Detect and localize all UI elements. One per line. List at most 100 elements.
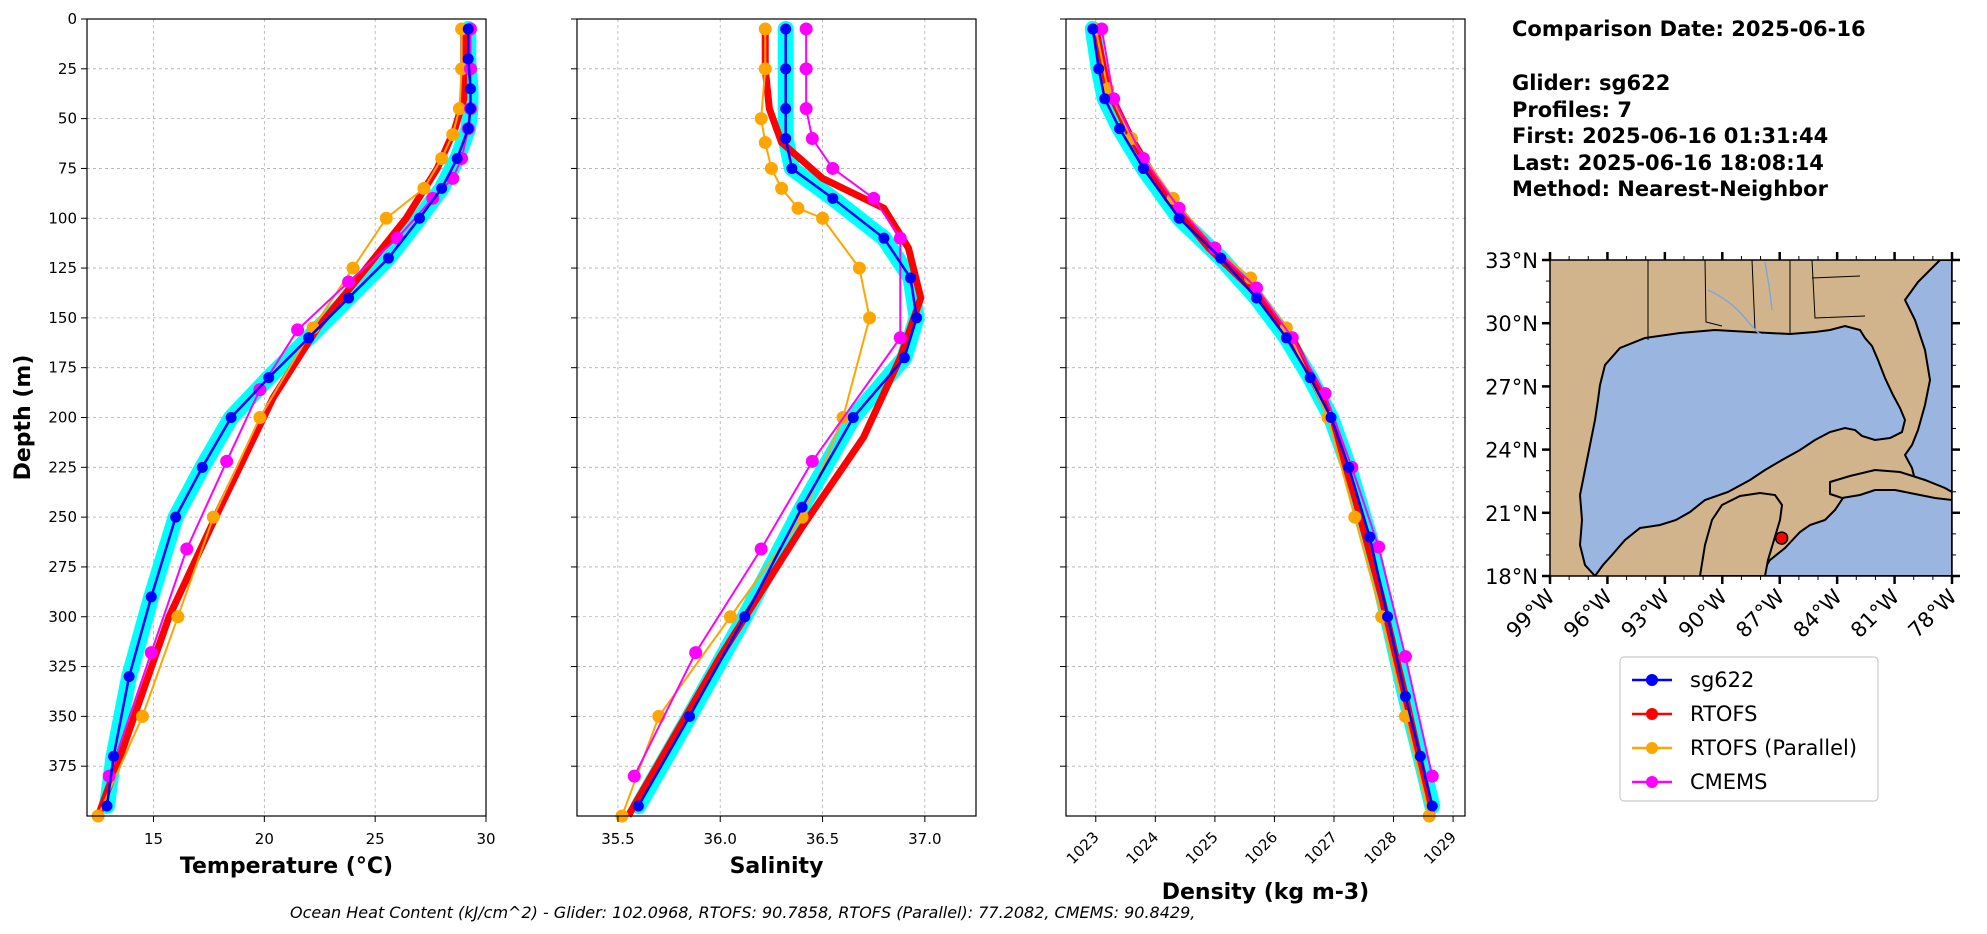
x-tick-label: 1023 xyxy=(1063,828,1103,868)
data-point xyxy=(1382,611,1394,623)
data-point xyxy=(632,800,644,812)
data-point xyxy=(689,646,703,660)
data-point xyxy=(291,323,305,337)
y-tick-label: 25 xyxy=(58,60,77,78)
glider-envelope xyxy=(1084,20,1441,815)
profiles-count: Profiles: 7 xyxy=(1512,98,1632,122)
data-point xyxy=(123,671,135,683)
series-line-rtofs xyxy=(94,28,468,818)
data-point xyxy=(1251,292,1263,304)
glider-name: Glider: sg622 xyxy=(1512,71,1670,95)
data-point xyxy=(905,272,917,284)
data-point xyxy=(1348,510,1362,524)
lon-tick-label: 84°W xyxy=(1789,584,1847,642)
legend-marker xyxy=(1646,742,1658,754)
data-point xyxy=(893,231,907,245)
data-point xyxy=(775,181,789,195)
data-point xyxy=(627,769,641,783)
x-tick-label: 30 xyxy=(476,830,495,848)
series-line-rtofs-parallel- xyxy=(621,28,871,817)
map-frame xyxy=(1549,259,1953,577)
x-tick-label: 1028 xyxy=(1361,828,1401,868)
data-point xyxy=(253,383,267,397)
data-point xyxy=(1304,372,1316,384)
data-point xyxy=(379,211,393,225)
data-point xyxy=(446,128,460,142)
x-tick-label: 36.0 xyxy=(704,830,737,848)
x-tick-label: 36.5 xyxy=(806,830,839,848)
data-point xyxy=(780,133,792,145)
comparison-date: Comparison Date: 2025-06-16 xyxy=(1512,17,1866,41)
gulf-of-mexico xyxy=(1578,324,1907,576)
x-tick-label: 20 xyxy=(255,830,274,848)
x-tick-label: 1025 xyxy=(1182,828,1222,868)
data-point xyxy=(108,750,120,762)
y-tick-label: 375 xyxy=(48,757,77,775)
data-point xyxy=(786,162,798,174)
y-tick-label: 200 xyxy=(48,409,77,427)
data-point xyxy=(1399,690,1411,702)
y-tick-label: 350 xyxy=(48,707,77,725)
data-point xyxy=(180,542,194,556)
data-point xyxy=(816,211,830,225)
data-point xyxy=(799,22,813,36)
series-line-cmems xyxy=(633,28,902,777)
data-point xyxy=(847,412,859,423)
data-point xyxy=(170,511,182,523)
data-point xyxy=(382,252,394,264)
legend-label: CMEMS xyxy=(1690,770,1768,794)
lon-tick-label: 87°W xyxy=(1731,584,1789,642)
series-line-cmems xyxy=(1100,28,1434,777)
y-tick-label: 0 xyxy=(67,10,77,28)
data-point xyxy=(1425,769,1439,783)
x-axis-label: Salinity xyxy=(730,854,824,879)
data-point xyxy=(462,53,474,65)
lat-tick-label: 18°N xyxy=(1485,565,1538,589)
data-point xyxy=(758,22,772,36)
lat-tick-label: 24°N xyxy=(1485,439,1538,463)
data-point xyxy=(893,331,907,345)
method: Method: Nearest-Neighbor xyxy=(1512,177,1829,201)
series-line-rtofs xyxy=(625,28,925,818)
data-point xyxy=(878,232,890,244)
y-tick-label: 250 xyxy=(48,508,77,526)
x-tick-label: 35.5 xyxy=(601,830,634,848)
state-borders xyxy=(1647,260,1866,340)
legend-marker xyxy=(1646,708,1658,720)
series-line-rtofs xyxy=(1092,28,1436,817)
data-point xyxy=(758,62,772,76)
lon-tick-label: 81°W xyxy=(1846,584,1904,642)
data-point xyxy=(1093,63,1105,75)
y-axis-label: Depth (m) xyxy=(11,355,36,481)
legend-label: sg622 xyxy=(1690,668,1754,692)
y-tick-label: 125 xyxy=(48,259,77,277)
data-point xyxy=(436,182,448,194)
data-point xyxy=(754,542,768,556)
data-point xyxy=(739,611,751,623)
data-point xyxy=(263,372,275,384)
data-point xyxy=(1137,162,1149,174)
lat-tick-label: 30°N xyxy=(1485,312,1538,336)
x-tick-label: 1027 xyxy=(1301,828,1341,868)
legend-label: RTOFS xyxy=(1690,702,1757,726)
data-point xyxy=(1426,800,1438,812)
series-line-rtofs-parallel- xyxy=(1094,28,1431,817)
data-point xyxy=(723,610,737,624)
data-point xyxy=(1372,540,1386,554)
data-point xyxy=(1325,412,1337,423)
y-tick-label: 175 xyxy=(48,359,77,377)
lon-tick-label: 90°W xyxy=(1674,584,1732,642)
river xyxy=(1707,289,1761,335)
data-point xyxy=(1215,252,1227,264)
data-point xyxy=(253,411,267,424)
data-point xyxy=(1244,271,1258,285)
data-point xyxy=(1280,332,1292,344)
series-line-rtofs-parallel- xyxy=(97,28,463,817)
glider-location-marker xyxy=(1774,531,1789,545)
data-point xyxy=(1099,93,1111,105)
data-point xyxy=(464,103,476,115)
legend: sg622 RTOFS RTOFS (Parallel) CMEMS xyxy=(1619,656,1879,802)
data-point xyxy=(911,312,923,324)
x-axis-label: Density (kg m-3) xyxy=(1162,880,1370,905)
